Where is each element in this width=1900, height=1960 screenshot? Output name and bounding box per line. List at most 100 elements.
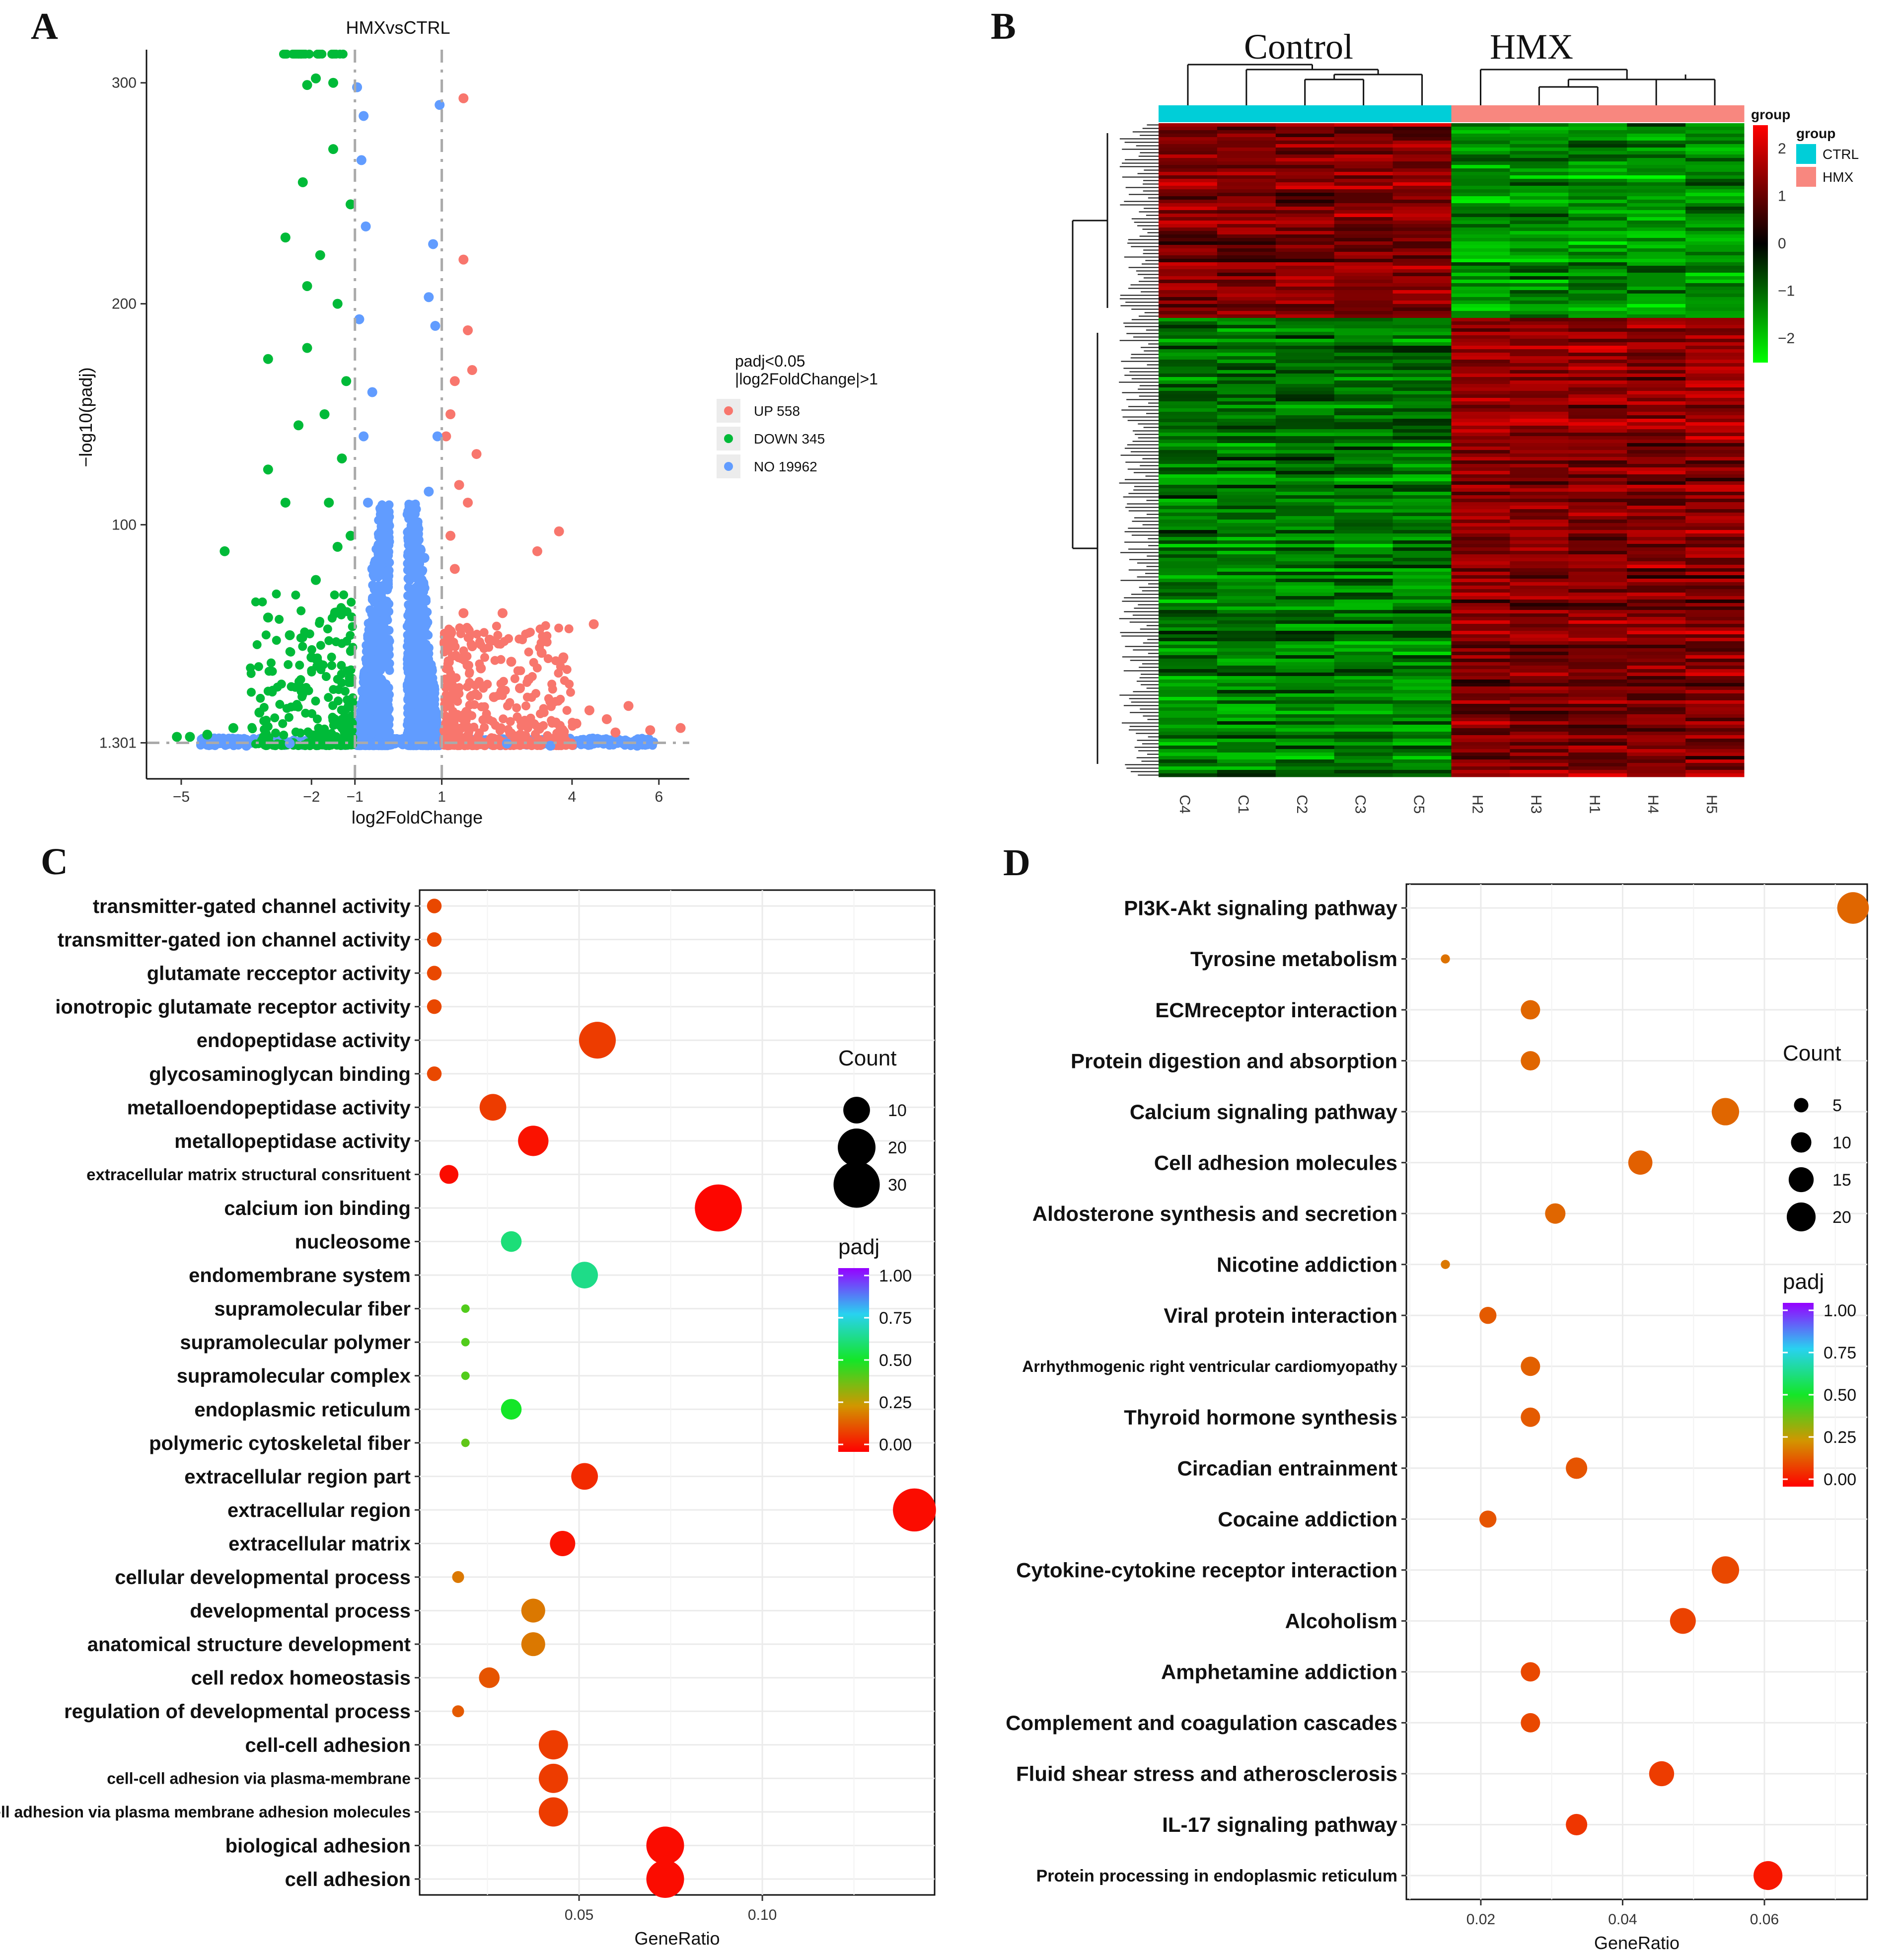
heatmap-cell — [1627, 297, 1686, 301]
heatmap-cell — [1275, 766, 1335, 770]
heatmap-cell — [1275, 408, 1335, 412]
heatmap-cell — [1334, 207, 1393, 211]
volcano-title: HMXvsCTRL — [346, 17, 450, 38]
heatmap-cell — [1451, 443, 1510, 447]
heatmap-cell — [1334, 401, 1393, 405]
heatmap-cell — [1510, 356, 1569, 360]
heatmap-cell — [1275, 241, 1335, 245]
volcano-point — [444, 725, 454, 734]
heatmap-cell — [1334, 384, 1393, 388]
x-tick-label: 4 — [568, 789, 577, 805]
volcano-point — [584, 705, 594, 716]
heatmap-cell — [1451, 447, 1510, 451]
heatmap-cell — [1510, 367, 1569, 371]
heatmap-cell — [1392, 617, 1452, 621]
heatmap-cell — [1627, 763, 1686, 767]
heatmap-cell — [1392, 384, 1452, 388]
heatmap-cell — [1275, 415, 1335, 419]
heatmap-cell — [1685, 537, 1745, 541]
heatmap-cell — [1627, 467, 1686, 471]
heatmap-cell — [1510, 641, 1569, 645]
heatmap-cell — [1510, 662, 1569, 666]
heatmap-cell — [1159, 606, 1218, 610]
heatmap-cell — [1685, 269, 1745, 273]
heatmap-cell — [1334, 467, 1393, 471]
heatmap-cell — [1392, 374, 1452, 377]
heatmap-cell — [1510, 690, 1569, 694]
heatmap-cell — [1334, 641, 1393, 645]
heatmap-cell — [1451, 725, 1510, 729]
heatmap-cell — [1392, 193, 1452, 197]
heatmap-cell — [1627, 617, 1686, 621]
heatmap-cell — [1510, 631, 1569, 635]
heatmap-cell — [1685, 474, 1745, 478]
volcano-point — [405, 536, 415, 546]
heatmap-cell — [1451, 367, 1510, 371]
heatmap-cell — [1392, 711, 1452, 715]
heatmap-cell — [1568, 565, 1627, 569]
volcano-point — [298, 642, 307, 651]
volcano-point — [402, 642, 412, 651]
volcano-point — [339, 590, 349, 600]
volcano-point — [406, 505, 415, 515]
heatmap-cell — [1451, 565, 1510, 569]
heatmap-cell — [1510, 509, 1569, 513]
heatmap-cell — [1275, 210, 1335, 214]
heatmap-cell — [1568, 481, 1627, 485]
heatmap-cell — [1685, 332, 1745, 336]
heatmap-cell — [1217, 172, 1276, 176]
heatmap-cell — [1275, 763, 1335, 767]
heatmap-cell — [1627, 527, 1686, 530]
heatmap-cell — [1685, 711, 1745, 715]
heatmap-cell — [1685, 506, 1745, 510]
heatmap-cell — [1392, 363, 1452, 367]
heatmap-cell — [1392, 572, 1452, 576]
volcano-point — [467, 641, 477, 652]
heatmap-cell — [1159, 662, 1218, 666]
volcano-point — [376, 605, 385, 614]
volcano-point — [463, 497, 473, 508]
heatmap-cell — [1275, 419, 1335, 423]
volcano-point — [359, 431, 369, 442]
heatmap-cell — [1568, 339, 1627, 343]
heatmap-cell — [1451, 412, 1510, 416]
heatmap-cell — [1217, 530, 1276, 534]
volcano-point — [219, 546, 230, 556]
heatmap-cell — [1159, 276, 1218, 280]
heatmap-cell — [1510, 547, 1569, 551]
heatmap-cell — [1627, 447, 1686, 451]
heatmap-cell — [1510, 335, 1569, 339]
heatmap-cell — [1217, 391, 1276, 395]
heatmap-cell — [1217, 746, 1276, 750]
heatmap-cell — [1627, 575, 1686, 579]
heatmap-cell — [1568, 405, 1627, 409]
heatmap-cell — [1217, 346, 1276, 350]
heatmap-cell — [1159, 353, 1218, 357]
group-annotation-cell — [1685, 105, 1745, 122]
heatmap-cell — [1627, 530, 1686, 534]
volcano-point — [337, 453, 347, 463]
volcano-point — [426, 662, 436, 671]
volcano-point — [588, 619, 599, 629]
volcano-point — [505, 698, 514, 707]
heatmap-cell — [1451, 572, 1510, 576]
heatmap-cell — [1510, 589, 1569, 593]
heatmap-cell — [1568, 273, 1627, 277]
heatmap-cell — [1392, 579, 1452, 583]
heatmap-cell — [1627, 558, 1686, 562]
volcano-point — [406, 714, 417, 724]
heatmap-cell — [1217, 241, 1276, 245]
heatmap-cell — [1510, 683, 1569, 687]
heatmap-cell — [1568, 502, 1627, 506]
volcano-point — [344, 700, 353, 710]
column-dendrogram — [1187, 64, 1716, 105]
heatmap-cell — [1275, 457, 1335, 461]
heatmap-cell — [1159, 141, 1218, 145]
heatmap-cell — [1159, 579, 1218, 583]
heatmap-cell — [1510, 221, 1569, 225]
category-label: glycosaminoglycan binding — [149, 1063, 411, 1085]
heatmap-cell — [1685, 259, 1745, 263]
heatmap-cell — [1217, 579, 1276, 583]
heatmap-cell — [1568, 513, 1627, 517]
volcano-point — [324, 636, 334, 645]
